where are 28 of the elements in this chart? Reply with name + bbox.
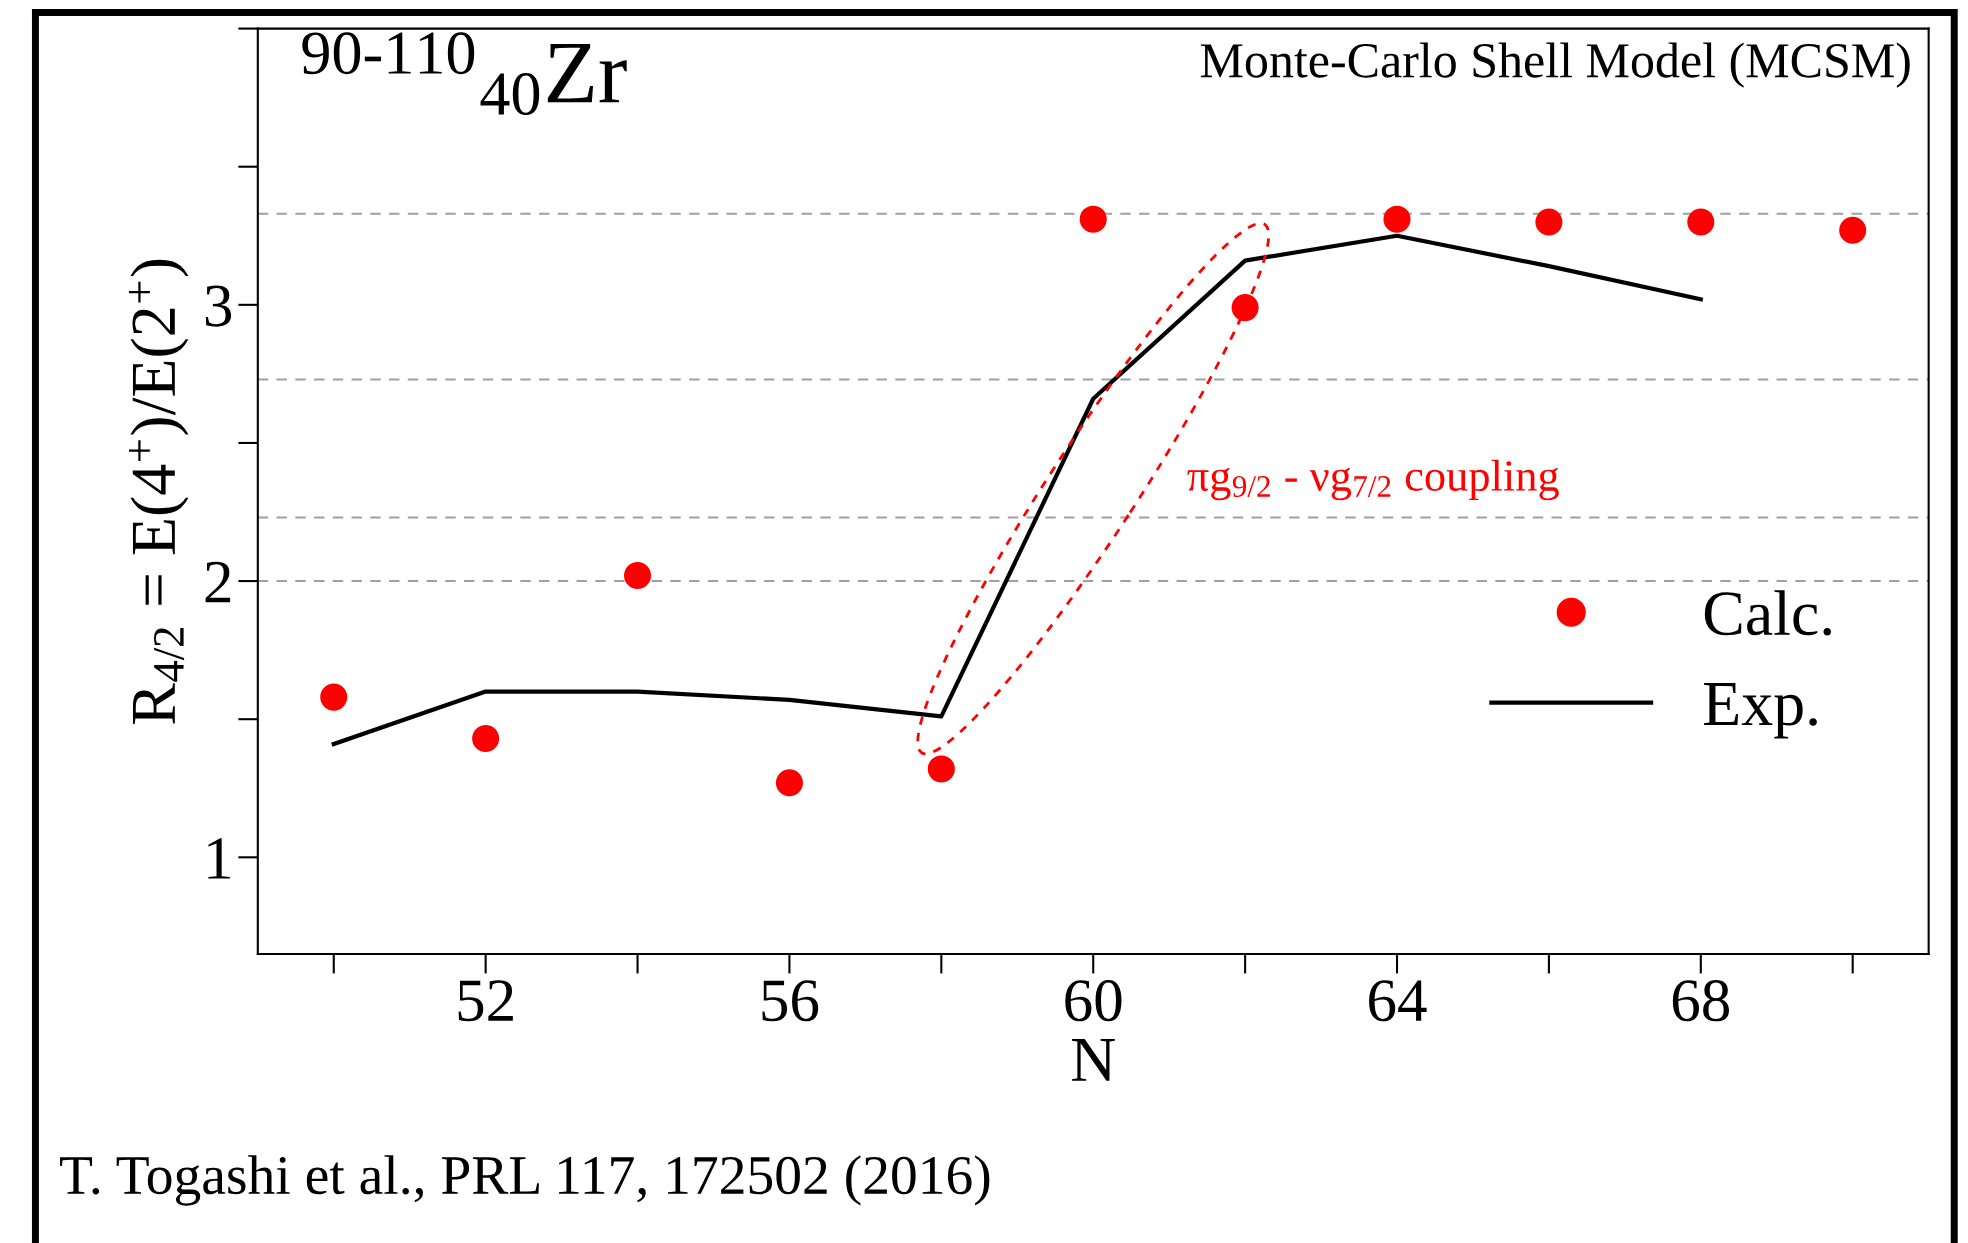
text: T. Togashi et al., PRL 117, 172502 (2016) [60,1155,990,1206]
y-tick-label: 3 [205,285,232,327]
point [927,755,955,783]
point [320,683,348,711]
point [1079,205,1107,233]
annotation: πg$_{9/2}$ - νg$_{7/2}$ coupling [1187,459,1559,501]
x-tick-label: 52 [458,980,513,1022]
x-tick-label: 60 [1065,980,1122,1022]
chart-subtitle: Monte-Carlo Shell Model (MCSM) [1200,42,1910,88]
x-tick-label: 64 [1369,980,1427,1022]
x-axis-title: N [1071,1039,1115,1081]
point [1839,216,1867,244]
legend-label: Exp. [1704,683,1817,739]
chart-title: $^{90-110}$$_{40}$Zr [302,32,627,116]
point [775,769,803,797]
point [1231,294,1259,322]
y-tick-label: 2 [205,561,231,603]
y-tick-label: 1 [208,838,230,879]
point [1687,208,1715,236]
point [1383,205,1411,233]
line-series [331,233,1703,747]
point [624,562,652,590]
x-tick-label: 68 [1672,980,1730,1022]
legend-label: Calc. [1704,590,1832,636]
point [472,725,500,753]
y-axis-title: R$_{4/2}$ = E(4$^{+}$)/E(2$^{+}$) [129,259,189,724]
x-tick-label: 56 [762,980,819,1022]
point [1535,208,1563,236]
